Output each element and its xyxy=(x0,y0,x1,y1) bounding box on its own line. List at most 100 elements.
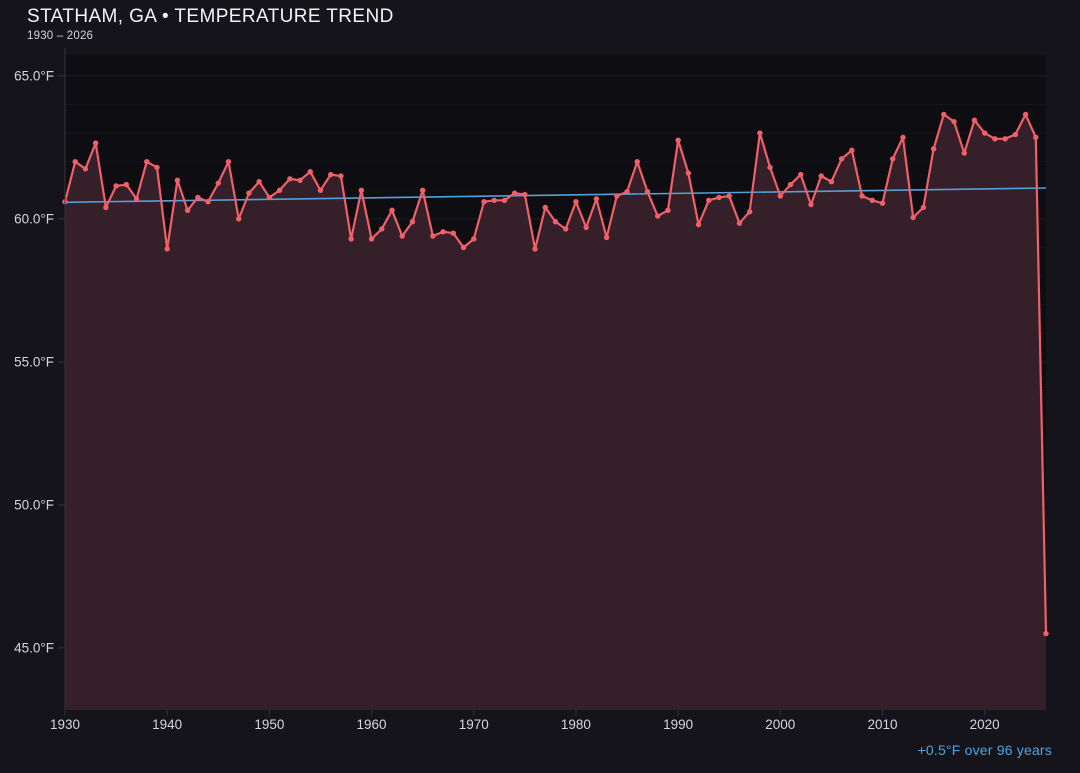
data-point xyxy=(563,226,569,232)
data-point xyxy=(992,136,998,142)
data-point xyxy=(951,118,957,125)
page-title: STATHAM, GA • TEMPERATURE TREND xyxy=(27,6,394,27)
chart-subtitle-range: 1930 – 2026 xyxy=(27,30,94,42)
data-point xyxy=(133,196,140,202)
data-point xyxy=(930,146,937,152)
data-point xyxy=(123,181,130,188)
data-point xyxy=(399,233,405,239)
data-point xyxy=(798,171,804,178)
data-point xyxy=(338,173,344,179)
data-point xyxy=(859,193,865,199)
data-point xyxy=(307,168,313,175)
data-point xyxy=(818,173,824,179)
data-point xyxy=(593,196,600,202)
y-axis-label: 45.0°F xyxy=(14,640,54,655)
data-point xyxy=(511,190,518,196)
data-point xyxy=(348,236,354,242)
data-point xyxy=(614,193,620,199)
data-point xyxy=(317,187,324,193)
data-point xyxy=(828,179,835,185)
x-axis-label: 1950 xyxy=(254,717,284,732)
data-point xyxy=(1043,630,1049,637)
data-point xyxy=(654,213,661,219)
data-point xyxy=(879,200,886,206)
data-point xyxy=(184,207,191,214)
data-point xyxy=(665,207,671,214)
x-axis-label: 1960 xyxy=(357,717,387,732)
data-point xyxy=(869,197,875,204)
data-point xyxy=(460,244,467,251)
data-point xyxy=(419,187,426,193)
data-point xyxy=(624,189,630,195)
y-axis-label: 60.0°F xyxy=(14,211,54,226)
data-point xyxy=(368,236,375,242)
data-point xyxy=(634,158,640,165)
data-point xyxy=(276,187,283,193)
data-point xyxy=(256,179,262,185)
x-axis-label: 1970 xyxy=(459,717,489,732)
data-point xyxy=(583,224,589,231)
data-point xyxy=(389,207,395,214)
x-axis-label: 1980 xyxy=(561,717,591,732)
data-point xyxy=(849,147,855,153)
data-point xyxy=(144,158,150,165)
data-point xyxy=(920,204,927,211)
data-point xyxy=(532,246,538,252)
x-axis-label: 1990 xyxy=(663,717,693,732)
x-axis-label: 2010 xyxy=(867,717,897,732)
y-axis-label: 65.0°F xyxy=(14,68,54,83)
data-point xyxy=(910,214,916,221)
data-point xyxy=(236,216,242,222)
data-point xyxy=(736,220,743,226)
data-point xyxy=(103,204,109,211)
data-point xyxy=(164,246,170,252)
data-point xyxy=(777,193,784,199)
data-point xyxy=(726,193,732,199)
data-point xyxy=(603,234,610,241)
data-point xyxy=(358,187,365,193)
data-point xyxy=(522,191,528,198)
data-point xyxy=(552,219,559,225)
data-point xyxy=(287,176,293,182)
data-point xyxy=(644,189,651,195)
data-point xyxy=(205,199,211,205)
x-axis-label: 2000 xyxy=(765,717,795,732)
data-point xyxy=(675,137,681,143)
data-point xyxy=(154,164,160,171)
x-axis-label: 2020 xyxy=(970,717,1000,732)
data-point xyxy=(1033,134,1039,141)
data-point xyxy=(716,194,722,201)
data-point xyxy=(787,181,794,188)
y-axis-label: 50.0°F xyxy=(14,497,54,512)
data-point xyxy=(430,233,436,239)
data-point xyxy=(92,140,99,146)
data-point xyxy=(82,166,89,172)
chart-header: STATHAM, GA • TEMPERATURE TREND 1930 – 2… xyxy=(27,6,394,42)
data-point xyxy=(379,226,385,232)
data-point xyxy=(174,177,181,183)
data-point xyxy=(685,170,692,176)
data-point xyxy=(246,190,252,196)
data-point xyxy=(971,117,978,123)
data-point xyxy=(941,111,947,118)
series-area-fill xyxy=(65,114,1046,710)
data-point xyxy=(481,199,487,205)
x-axis-label: 1930 xyxy=(50,717,80,732)
data-point xyxy=(72,158,78,165)
data-point xyxy=(1002,136,1008,142)
data-point xyxy=(225,158,232,165)
data-point xyxy=(900,134,906,141)
data-point xyxy=(450,230,457,236)
data-point xyxy=(266,194,273,201)
data-point xyxy=(746,209,753,215)
data-point xyxy=(767,164,773,171)
data-point xyxy=(757,130,763,136)
data-point xyxy=(890,156,896,162)
data-point xyxy=(471,236,477,242)
data-point xyxy=(409,219,416,225)
data-point xyxy=(327,171,334,178)
data-point xyxy=(961,150,967,156)
data-point xyxy=(808,201,814,208)
